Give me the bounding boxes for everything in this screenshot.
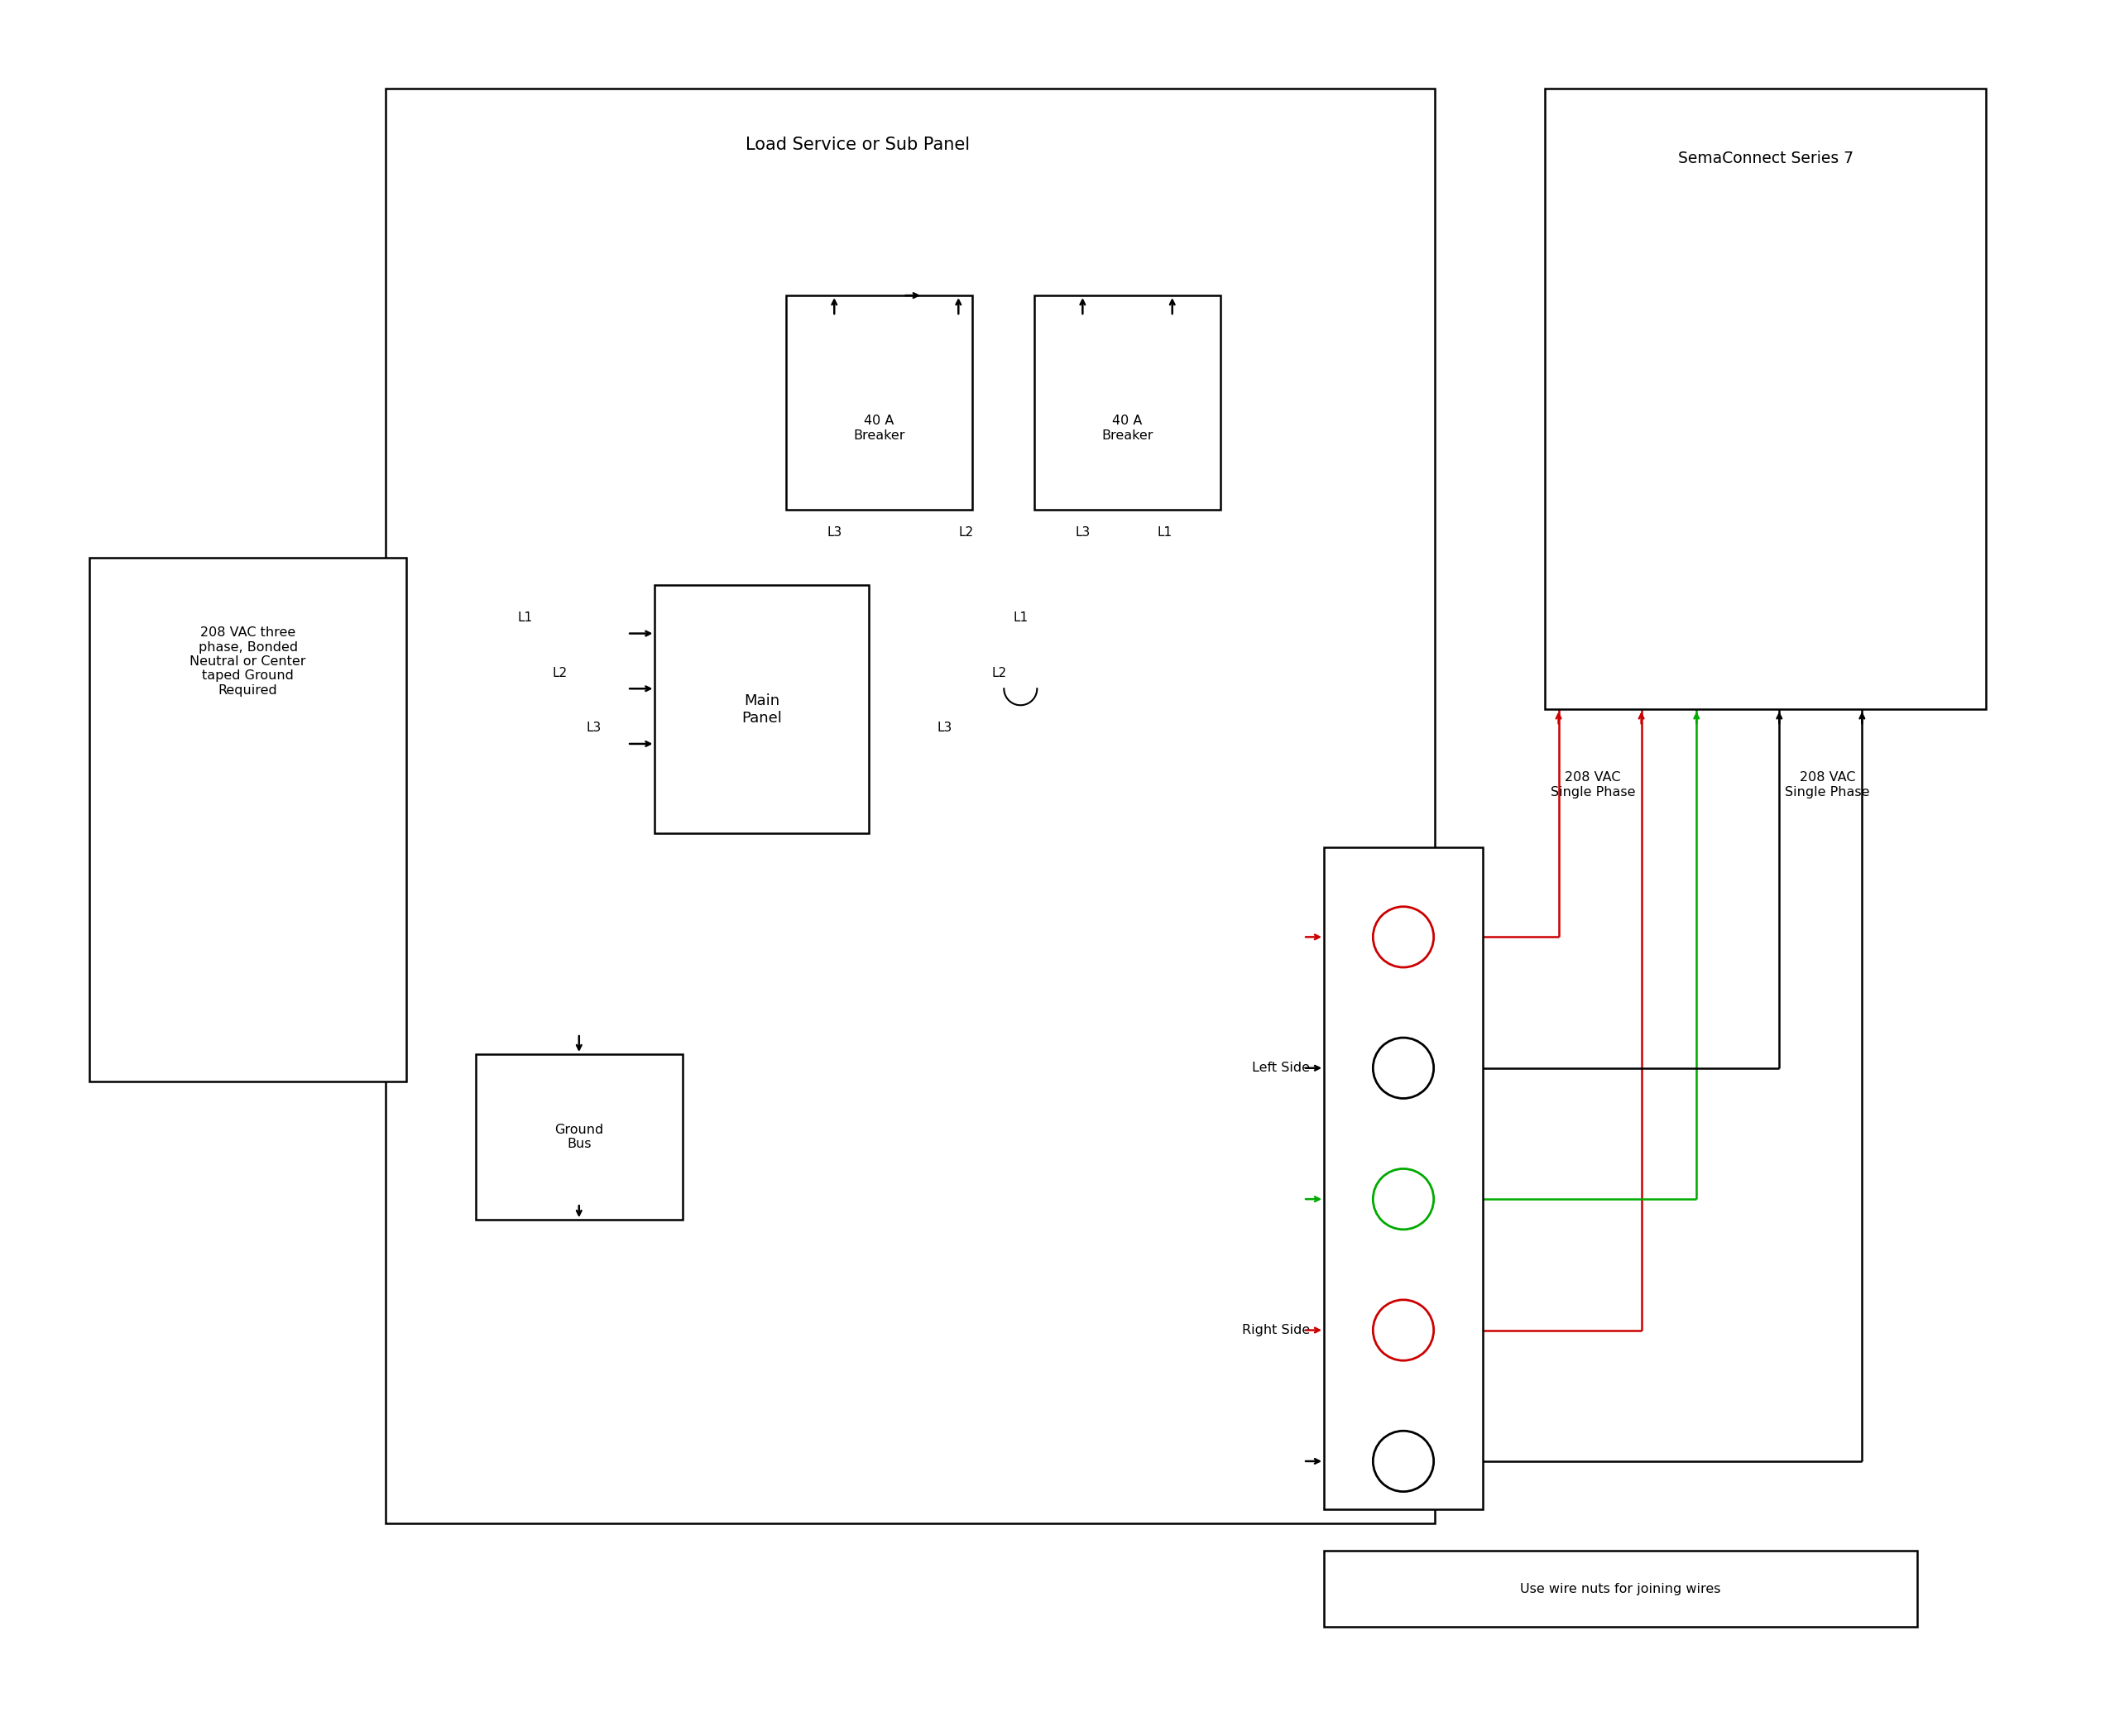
Circle shape — [1374, 1168, 1433, 1229]
Text: Load Service or Sub Panel: Load Service or Sub Panel — [745, 137, 971, 153]
Text: L3: L3 — [1074, 526, 1091, 538]
Circle shape — [1374, 906, 1433, 967]
Text: L2: L2 — [553, 667, 568, 679]
Circle shape — [1374, 1038, 1433, 1099]
Text: L3: L3 — [587, 722, 601, 734]
Bar — [1323, 1550, 1918, 1627]
Text: Left Side: Left Side — [1253, 1062, 1310, 1075]
Text: 208 VAC
Single Phase: 208 VAC Single Phase — [1785, 771, 1869, 799]
Bar — [654, 585, 869, 833]
Bar — [1323, 847, 1483, 1510]
Bar — [89, 557, 407, 1082]
Text: 208 VAC three
phase, Bonded
Neutral or Center
taped Ground
Required: 208 VAC three phase, Bonded Neutral or C… — [190, 627, 306, 696]
Text: L3: L3 — [827, 526, 842, 538]
Text: L1: L1 — [1156, 526, 1173, 538]
Text: 40 A
Breaker: 40 A Breaker — [1101, 415, 1154, 441]
Text: Ground
Bus: Ground Bus — [555, 1123, 603, 1151]
Circle shape — [1374, 1430, 1433, 1491]
Text: SemaConnect Series 7: SemaConnect Series 7 — [1677, 151, 1853, 167]
Text: 40 A
Breaker: 40 A Breaker — [852, 415, 905, 441]
Text: 208 VAC
Single Phase: 208 VAC Single Phase — [1551, 771, 1635, 799]
Text: L2: L2 — [992, 667, 1006, 679]
Text: L2: L2 — [958, 526, 973, 538]
Bar — [1545, 89, 1986, 710]
Text: L1: L1 — [517, 611, 532, 623]
Text: L3: L3 — [937, 722, 952, 734]
Bar — [386, 89, 1435, 1522]
Bar — [1034, 295, 1220, 509]
Text: Right Side: Right Side — [1243, 1325, 1310, 1337]
Text: Use wire nuts for joining wires: Use wire nuts for joining wires — [1521, 1583, 1722, 1595]
Circle shape — [1374, 1300, 1433, 1361]
Bar — [475, 1054, 682, 1220]
Text: L1: L1 — [1013, 611, 1028, 623]
Bar — [787, 295, 973, 509]
Text: Main
Panel: Main Panel — [741, 693, 783, 726]
